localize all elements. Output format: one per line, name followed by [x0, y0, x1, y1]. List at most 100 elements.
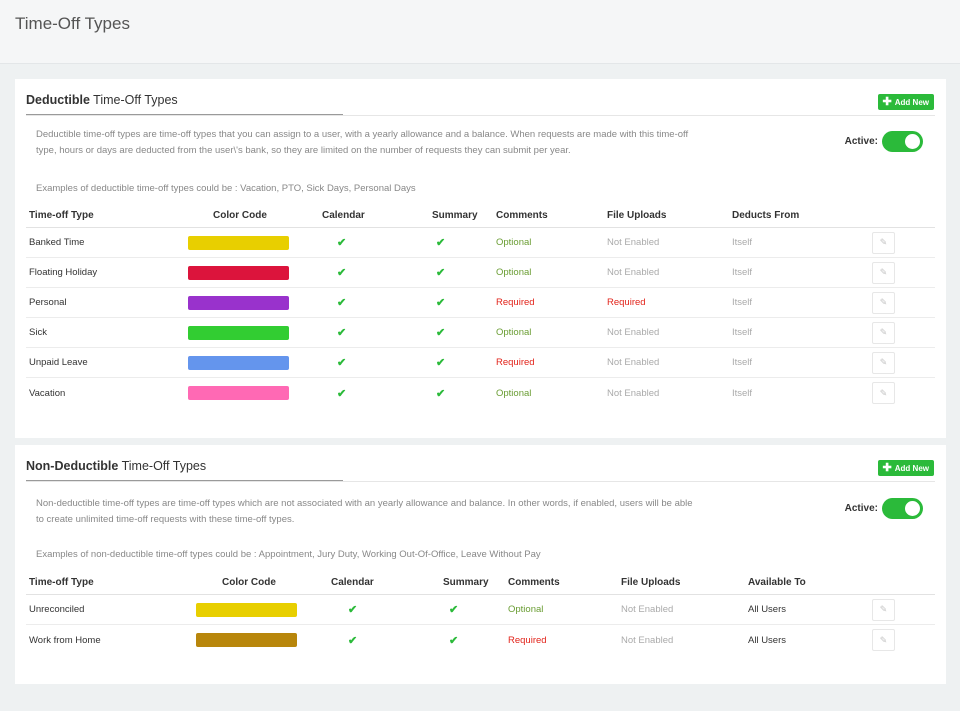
summary-checkmark-icon: ✔ — [449, 634, 459, 647]
color-swatch-cell — [196, 595, 297, 624]
add-new-button[interactable]: ✚ Add New — [877, 460, 934, 476]
column-header: Color Code — [222, 577, 276, 588]
color-swatch — [188, 265, 289, 280]
divider — [26, 481, 935, 482]
add-new-label: Add New — [894, 98, 929, 107]
calendar-checkmark-icon: ✔ — [337, 327, 347, 339]
calendar-checkmark-icon: ✔ — [337, 357, 347, 369]
pencil-icon: ✎ — [879, 357, 888, 367]
edit-button[interactable]: ✎ — [872, 231, 895, 254]
color-swatch-cell — [188, 288, 289, 317]
column-header: Color Code — [213, 210, 267, 221]
deducts-from: Itself — [732, 357, 753, 368]
deducts-from: Itself — [732, 327, 753, 338]
file-uploads-status: Not Enabled — [621, 604, 674, 615]
column-header: Deducts From — [732, 210, 800, 221]
examples-text: Examples of non-deductible time-off type… — [36, 549, 541, 560]
description: Non-deductible time-off types are time-o… — [36, 498, 693, 525]
table-row: Floating Holiday ✔ ✔ Optional Not Enabled Its… — [26, 258, 935, 288]
edit-cell: ✎ — [872, 318, 895, 347]
deducts-from: Itself — [732, 267, 753, 278]
heading-bold: Deductible — [26, 93, 90, 107]
file-uploads-status: Not Enabled — [607, 267, 660, 278]
type-name: Unreconciled — [29, 604, 85, 615]
edit-button[interactable]: ✎ — [872, 321, 895, 344]
pencil-icon: ✎ — [879, 327, 888, 337]
color-swatch-cell — [196, 625, 297, 655]
color-swatch-cell — [188, 258, 289, 287]
edit-button[interactable]: ✎ — [872, 261, 895, 284]
add-new-button[interactable]: ✚ Add New — [877, 94, 934, 110]
type-name: Unpaid Leave — [29, 357, 88, 368]
column-header: Calendar — [331, 577, 374, 588]
summary-checkmark-icon: ✔ — [436, 387, 446, 400]
type-name: Sick — [29, 327, 47, 338]
deducts-from: Itself — [732, 297, 753, 308]
column-header: File Uploads — [621, 577, 681, 588]
divider — [26, 115, 935, 116]
comments-status: Required — [496, 297, 535, 308]
comments-status: Required — [508, 634, 547, 646]
edit-cell: ✎ — [872, 348, 895, 377]
type-name: Work from Home — [29, 634, 101, 646]
file-uploads-status: Not Enabled — [607, 237, 660, 248]
table-row: Work from Home ✔ ✔ Required Not Enabled All U… — [26, 625, 935, 655]
column-header: Comments — [508, 577, 560, 588]
summary-checkmark-icon: ✔ — [449, 604, 459, 616]
table-row: Sick ✔ ✔ Optional Not Enabled Itself ✎ — [26, 318, 935, 348]
calendar-checkmark-icon: ✔ — [348, 634, 358, 647]
edit-button[interactable]: ✎ — [872, 629, 895, 651]
nondeductible-panel: Non-Deductible Time-Off Types ✚ Add New N… — [15, 445, 946, 684]
deductible-panel: Deductible Time-Off Types ✚ Add New Deduc… — [15, 79, 946, 438]
pencil-icon: ✎ — [879, 237, 888, 247]
page-title: Time-Off Types — [15, 14, 130, 33]
examples-text: Examples of deductible time-off types co… — [36, 183, 416, 194]
color-swatch — [188, 325, 289, 340]
toggle-knob — [905, 501, 920, 516]
edit-button[interactable]: ✎ — [872, 382, 895, 404]
column-header: Calendar — [322, 210, 365, 221]
column-header: Summary — [443, 577, 489, 588]
deductible-heading: Deductible Time-Off Types — [26, 93, 343, 116]
heading-bold: Non-Deductible — [26, 459, 119, 473]
active-label: Active: — [844, 136, 878, 147]
type-name: Floating Holiday — [29, 267, 98, 278]
edit-button[interactable]: ✎ — [872, 291, 895, 314]
active-label: Active: — [844, 503, 878, 514]
comments-status: Optional — [508, 604, 544, 615]
edit-button[interactable]: ✎ — [872, 351, 895, 374]
active-toggle[interactable] — [882, 498, 923, 519]
table-row: Unreconciled ✔ ✔ Optional Not Enabled All Use… — [26, 595, 935, 625]
summary-checkmark-icon: ✔ — [436, 297, 446, 309]
active-toggle[interactable] — [882, 131, 923, 152]
page-header: Time-Off Types — [0, 0, 960, 64]
comments-status: Optional — [496, 387, 532, 399]
calendar-checkmark-icon: ✔ — [337, 237, 347, 249]
table-row: Unpaid Leave ✔ ✔ Required Not Enabled Itself ✎ — [26, 348, 935, 378]
calendar-checkmark-icon: ✔ — [337, 267, 347, 279]
color-swatch — [188, 355, 289, 370]
toggle-knob — [905, 134, 920, 149]
comments-status: Optional — [496, 237, 532, 248]
color-swatch — [196, 633, 297, 647]
edit-cell: ✎ — [872, 228, 895, 257]
pencil-icon: ✎ — [879, 604, 888, 614]
color-swatch — [196, 602, 297, 617]
edit-button[interactable]: ✎ — [872, 598, 895, 621]
calendar-checkmark-icon: ✔ — [348, 604, 358, 616]
nondeductible-heading: Non-Deductible Time-Off Types — [26, 459, 343, 482]
color-swatch — [188, 295, 289, 310]
edit-cell: ✎ — [872, 595, 895, 624]
plus-icon: ✚ — [882, 462, 892, 474]
column-header: Summary — [432, 210, 478, 221]
pencil-icon: ✎ — [879, 267, 888, 277]
color-swatch — [188, 235, 289, 250]
description: Deductible time-off types are time-off t… — [36, 129, 689, 156]
available-to: All Users — [748, 604, 787, 615]
color-swatch-cell — [188, 228, 289, 257]
pencil-icon: ✎ — [879, 634, 888, 645]
table-row: Personal ✔ ✔ Required Required Itself ✎ — [26, 288, 935, 318]
column-header: File Uploads — [607, 210, 667, 221]
table-header-row: Time-off Type Color Code Calendar Summary Co… — [26, 571, 935, 595]
file-uploads-status: Not Enabled — [607, 327, 660, 338]
